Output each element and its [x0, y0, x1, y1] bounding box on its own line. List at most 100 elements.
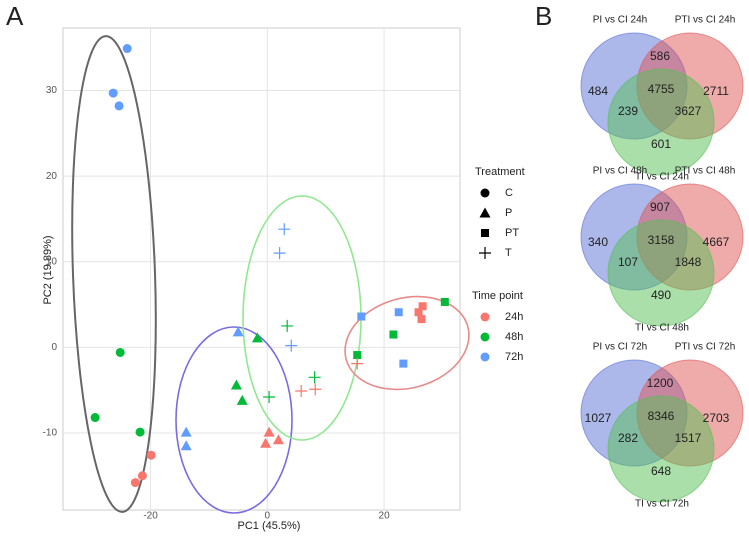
venn-count: 484	[588, 84, 608, 98]
legend-label: 48h	[505, 331, 523, 343]
x-tick-label: 0	[265, 511, 271, 522]
point	[263, 426, 275, 437]
venn-count: 2703	[703, 411, 730, 425]
legend-symbol	[481, 229, 489, 237]
point	[417, 315, 426, 324]
venn-count: 1027	[585, 411, 612, 425]
point	[115, 347, 125, 357]
ellipse-p	[175, 326, 293, 514]
legend-symbol	[480, 188, 490, 198]
venn-count: 239	[618, 104, 638, 118]
venn-count: 1848	[675, 255, 702, 269]
venn-count: 3158	[648, 233, 675, 247]
point	[414, 308, 423, 317]
point	[180, 426, 192, 437]
venn-count: 601	[651, 137, 671, 151]
point	[357, 312, 366, 321]
point	[114, 101, 124, 111]
venn-count: 907	[650, 200, 670, 214]
venn-count: 2711	[703, 84, 729, 98]
legend-label: C	[505, 187, 513, 199]
plot-panel	[62, 27, 461, 511]
venn-count: 4755	[648, 82, 675, 96]
point	[146, 450, 156, 460]
point	[394, 308, 403, 317]
venn-count: 586	[650, 49, 670, 63]
legend-symbol	[480, 312, 490, 322]
point	[353, 351, 362, 360]
point	[130, 478, 140, 488]
y-tick-label: 20	[46, 171, 58, 182]
point	[135, 427, 145, 437]
venn-set-label: PI vs CI 72h	[593, 342, 647, 353]
venn-count: 3627	[675, 104, 702, 118]
point	[440, 297, 449, 306]
point	[308, 371, 321, 384]
venn-set-label: PI vs CI 24h	[593, 15, 647, 26]
point	[232, 326, 244, 337]
grid	[63, 28, 460, 510]
y-tick-label: -10	[43, 428, 58, 439]
legend-label: T	[505, 247, 512, 259]
panel-label: A	[6, 1, 24, 31]
y-tick-label: 0	[51, 342, 57, 353]
venn-set-label: PTI vs CI 24h	[675, 15, 736, 26]
point	[351, 357, 364, 370]
legend-label: 72h	[505, 351, 523, 363]
venn-circle	[607, 219, 715, 327]
ellipse-c	[71, 35, 157, 513]
point	[260, 437, 272, 448]
point	[90, 413, 100, 423]
point	[285, 339, 298, 352]
x-tick-label: -20	[143, 511, 158, 522]
venn-circle	[607, 395, 715, 503]
point	[278, 223, 291, 236]
y-axis-title: PC2 (19.89%)	[42, 235, 54, 304]
point	[273, 247, 286, 260]
venn-set-label: PTI vs CI 72h	[675, 342, 736, 353]
venn-count: 490	[651, 288, 671, 302]
venn-count: 282	[618, 431, 638, 445]
venn-set-label: PTI vs CI 48h	[675, 166, 736, 177]
venn-set-label: TI vs CI 72h	[635, 499, 689, 510]
point	[251, 332, 263, 343]
venn-set-label: TI vs CI 24h	[635, 172, 689, 183]
venn-count: 340	[588, 235, 608, 249]
point	[263, 390, 276, 403]
legend-symbol	[480, 352, 490, 362]
venn-count: 1517	[675, 431, 702, 445]
legend-title: Time point	[472, 290, 523, 302]
point	[108, 88, 118, 98]
legend-symbol	[479, 247, 491, 259]
venn-count: 1200	[647, 376, 674, 390]
point	[272, 434, 284, 445]
x-tick-label: 20	[379, 511, 391, 522]
point	[236, 394, 248, 405]
legend-title: Treatment	[475, 166, 525, 178]
venn-count: 107	[618, 255, 638, 269]
venn-set-label: PI vs CI 48h	[593, 166, 647, 177]
venn-count: 4667	[703, 235, 730, 249]
point	[137, 471, 147, 481]
legend-symbol	[479, 207, 491, 218]
x-axis-title: PC1 (45.5%)	[238, 520, 301, 532]
venn-set-label: TI vs CI 48h	[635, 323, 689, 334]
point	[399, 359, 408, 368]
point	[309, 383, 322, 396]
legend-label: PT	[505, 227, 519, 239]
point	[281, 319, 294, 332]
point	[180, 440, 192, 451]
point	[389, 330, 398, 339]
venn-count: 8346	[648, 409, 675, 423]
venn-count: 648	[651, 464, 671, 478]
point	[295, 384, 308, 397]
ellipse-pt	[344, 295, 470, 391]
y-tick-label: 10	[46, 256, 58, 267]
point	[230, 379, 242, 390]
venn-circle	[607, 68, 715, 176]
point	[122, 44, 132, 54]
legend-symbol	[480, 332, 490, 342]
point	[418, 302, 427, 311]
legend-label: P	[505, 207, 512, 219]
